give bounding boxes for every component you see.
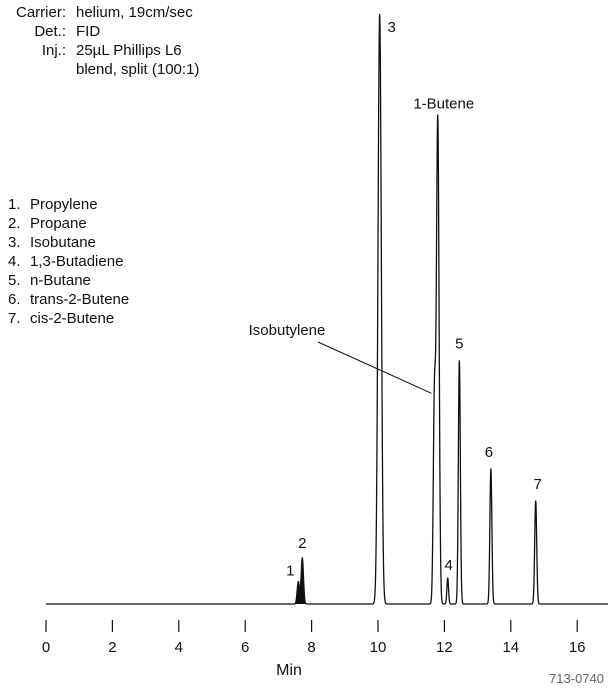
peak-label: 7 bbox=[534, 476, 542, 493]
carrier-value: helium, 19cm/sec bbox=[76, 4, 193, 21]
peak-list-num: 3. bbox=[8, 234, 21, 251]
plot-area bbox=[45, 13, 608, 605]
peak-label: 2 bbox=[298, 535, 306, 552]
peak-label: 4 bbox=[445, 557, 453, 574]
peak-list: 1. Propylene 2. Propane 3. Isobutane 4. … bbox=[8, 196, 129, 327]
x-tick-label: 4 bbox=[175, 639, 183, 656]
peak-list-name: cis-2-Butene bbox=[30, 310, 114, 327]
injection-label: Inj.: bbox=[42, 42, 66, 59]
x-tick-label: 14 bbox=[502, 639, 519, 656]
peak-label: Isobutylene bbox=[249, 322, 326, 339]
injection-value-line-1: 25µL Phillips L6 bbox=[76, 42, 182, 59]
isobutylene-leader-line bbox=[317, 341, 432, 394]
peak-list-num: 2. bbox=[8, 215, 21, 232]
peak-label: 6 bbox=[485, 444, 493, 461]
peak-list-name: Propylene bbox=[30, 196, 98, 213]
x-tick-label: 10 bbox=[370, 639, 387, 656]
detector-value: FID bbox=[76, 23, 100, 40]
time-axis: 0 2 4 6 8 10 12 14 16 bbox=[42, 620, 586, 656]
x-tick-label: 6 bbox=[241, 639, 249, 656]
peak-list-name: Isobutane bbox=[30, 234, 96, 251]
x-tick-label: 0 bbox=[42, 639, 50, 656]
peak-list-num: 5. bbox=[8, 272, 21, 289]
figure-code: 713-0740 bbox=[549, 671, 604, 686]
x-tick-label: 16 bbox=[569, 639, 586, 656]
peak-list-name: trans-2-Butene bbox=[30, 291, 129, 308]
peak-labels: 12 3 1-Butene 4 5 6 7 Isobutylene bbox=[249, 19, 542, 580]
chromatogram-trace bbox=[45, 13, 608, 605]
x-tick-label: 12 bbox=[436, 639, 453, 656]
peak-label: 1-Butene bbox=[413, 95, 474, 112]
x-tick-label: 8 bbox=[307, 639, 315, 656]
x-axis-title: Min bbox=[276, 662, 302, 679]
peak-list-num: 6. bbox=[8, 291, 21, 308]
peak-fill-2 bbox=[297, 557, 307, 604]
peak-list-name: 1,3-Butadiene bbox=[30, 253, 123, 270]
peak-list-num: 1. bbox=[8, 196, 21, 213]
peak-list-num: 7. bbox=[8, 310, 21, 327]
peak-label: 5 bbox=[455, 335, 463, 352]
conditions-block: Carrier: helium, 19cm/sec Det.: FID Inj.… bbox=[16, 4, 199, 78]
peak-list-name: Propane bbox=[30, 215, 87, 232]
peak-label: 1 bbox=[286, 563, 294, 580]
peak-list-num: 4. bbox=[8, 253, 21, 270]
peak-label: 3 bbox=[387, 19, 395, 36]
x-tick-label: 2 bbox=[108, 639, 116, 656]
injection-value-line-2: blend, split (100:1) bbox=[76, 61, 199, 78]
carrier-label: Carrier: bbox=[16, 4, 66, 21]
detector-label: Det.: bbox=[34, 23, 66, 40]
peak-list-name: n-Butane bbox=[30, 272, 91, 289]
